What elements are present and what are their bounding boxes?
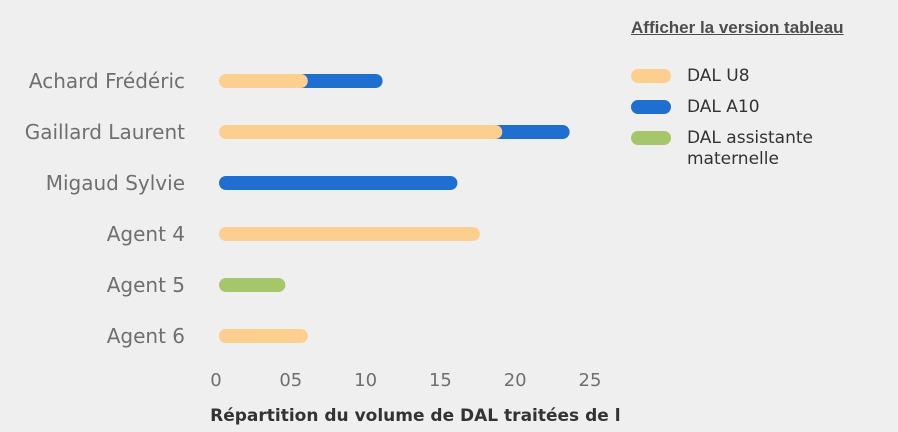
- legend: DAL U8 DAL A10 DAL assistante maternelle: [631, 66, 891, 180]
- category-label-agent-5: Agent 5: [107, 273, 185, 297]
- category-label-achard-frederic: Achard Frédéric: [29, 69, 185, 93]
- x-tick-20: 20: [504, 370, 527, 391]
- legend-swatch-dal-u8: [631, 69, 671, 83]
- legend-item-dal-u8[interactable]: DAL U8: [631, 66, 891, 87]
- x-tick-10: 10: [354, 370, 377, 391]
- x-tick-05: 05: [279, 370, 302, 391]
- x-tick-15: 15: [429, 370, 452, 391]
- category-label-agent-6: Agent 6: [107, 324, 185, 348]
- bar-agent-4-dal-u8[interactable]: [219, 227, 480, 241]
- legend-label-dal-a10: DAL A10: [687, 97, 760, 117]
- legend-item-dal-a10[interactable]: DAL A10: [631, 97, 891, 118]
- x-tick-0: 0: [210, 370, 221, 391]
- x-axis-label: Répartition du volume de DAL traitées de…: [210, 406, 620, 426]
- bar-agent-6-dal-u8[interactable]: [219, 329, 308, 343]
- legend-swatch-dal-a10: [631, 100, 671, 114]
- bar-gaillard-laurent-dal-u8[interactable]: [219, 125, 503, 139]
- category-label-migaud-sylvie: Migaud Sylvie: [46, 171, 185, 195]
- table-version-link[interactable]: Afficher la version tableau: [631, 18, 844, 37]
- legend-label-dal-assistante: DAL assistante maternelle: [687, 128, 813, 169]
- bar-chart: Achard Frédéric Gaillard Laurent Migaud Sy…: [25, 69, 620, 426]
- legend-label-dal-u8: DAL U8: [687, 66, 750, 86]
- bars: [219, 74, 570, 343]
- bar-agent-5-dal-assistante-maternelle[interactable]: [219, 278, 286, 292]
- category-label-gaillard-laurent: Gaillard Laurent: [25, 120, 185, 144]
- bar-achard-frederic-dal-a10[interactable]: [293, 74, 383, 88]
- category-label-agent-4: Agent 4: [107, 222, 185, 246]
- legend-swatch-dal-assistante: [631, 131, 671, 145]
- bar-gaillard-laurent-dal-a10[interactable]: [488, 125, 570, 139]
- bar-achard-frederic-dal-u8[interactable]: [219, 74, 308, 88]
- x-tick-labels: 0 05 10 15 20 25: [210, 370, 601, 391]
- bar-migaud-sylvie-dal-a10[interactable]: [219, 176, 458, 190]
- category-labels: Achard Frédéric Gaillard Laurent Migaud Sy…: [25, 69, 185, 348]
- legend-item-dal-assistante[interactable]: DAL assistante maternelle: [631, 128, 891, 170]
- x-tick-25: 25: [579, 370, 602, 391]
